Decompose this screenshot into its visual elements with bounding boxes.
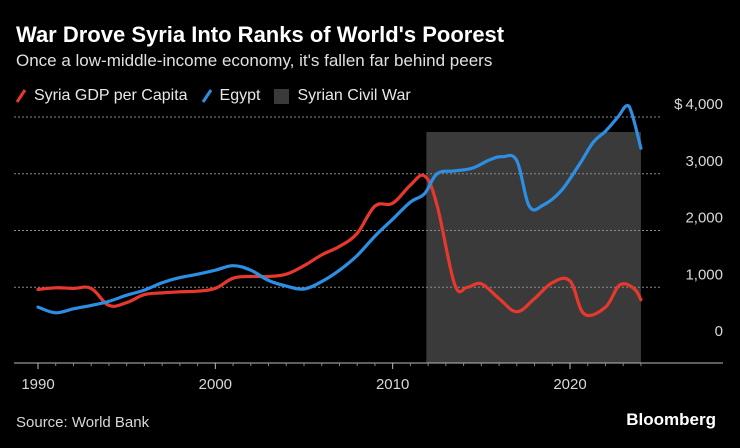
x-tick-label: 2020 xyxy=(553,376,586,393)
y-tick-label: $ 4,000 xyxy=(674,96,723,113)
y-tick-label: 1,000 xyxy=(685,266,723,283)
x-tick-label: 1990 xyxy=(21,376,54,393)
egypt-line xyxy=(36,103,643,315)
chart-legend: Syria GDP per Capita Egypt Syrian Civil … xyxy=(16,86,425,106)
x-tick-label: 2010 xyxy=(376,376,409,393)
legend-label-syria: Syria GDP per Capita xyxy=(34,87,188,104)
chart-title: War Drove Syria Into Ranks of World's Po… xyxy=(16,22,505,47)
y-tick-label: 3,000 xyxy=(685,153,723,170)
legend-swatch-syria xyxy=(16,89,26,103)
bloomberg-logo: Bloomberg xyxy=(626,410,716,429)
x-tick-label: 2000 xyxy=(199,376,232,393)
chart-subtitle: Once a low-middle-income economy, it's f… xyxy=(16,51,493,70)
legend-swatch-egypt xyxy=(201,89,212,103)
legend-swatch-civil-war xyxy=(274,88,290,104)
y-tick-label: 0 xyxy=(715,323,723,340)
syria-line xyxy=(36,173,643,318)
source-note: Source: World Bank xyxy=(16,414,150,431)
legend-item-egypt: Egypt xyxy=(201,87,261,105)
legend-label-civil-war: Syrian Civil War xyxy=(297,87,411,104)
civil-war-shaded-region xyxy=(426,132,641,363)
y-tick-label: 2,000 xyxy=(685,210,723,227)
legend-item-civil-war: Syrian Civil War xyxy=(274,87,411,105)
legend-label-egypt: Egypt xyxy=(219,87,261,104)
legend-item-syria: Syria GDP per Capita xyxy=(16,87,188,105)
